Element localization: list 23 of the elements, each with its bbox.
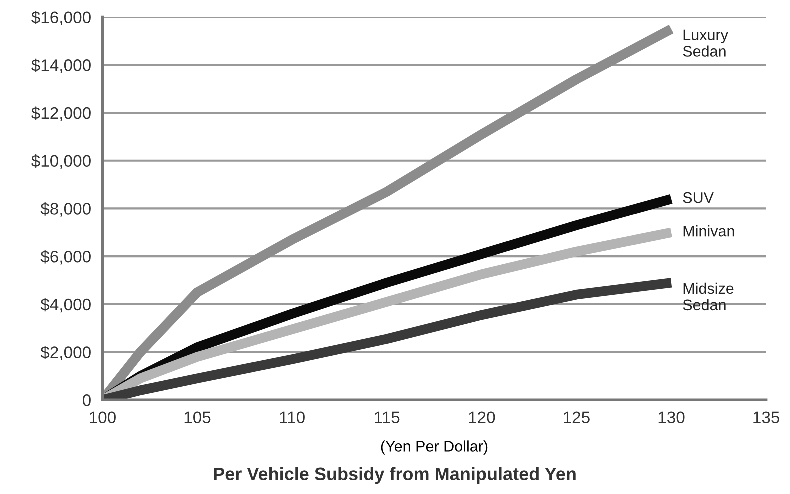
x-tick-label: 105 bbox=[184, 412, 211, 424]
y-tick-label: $8,000 bbox=[40, 202, 91, 217]
y-tick-label: $2,000 bbox=[40, 346, 91, 360]
y-tick-label: $6,000 bbox=[40, 250, 91, 265]
x-tick-label: 110 bbox=[280, 412, 305, 424]
y-tick-label: $10,000 bbox=[32, 154, 91, 170]
series-label: SUV bbox=[683, 192, 714, 204]
series-label: Luxury Sedan bbox=[683, 30, 728, 57]
x-tick-label: 115 bbox=[375, 412, 400, 424]
x-tick-label: 125 bbox=[564, 412, 590, 424]
y-tick-label: $12,000 bbox=[32, 106, 91, 122]
x-tick-label: 100 bbox=[90, 412, 116, 424]
x-tick-label: 130 bbox=[658, 412, 685, 424]
y-tick-label: 0 bbox=[82, 394, 91, 406]
x-tick-label: 135 bbox=[754, 412, 780, 424]
series-label: Midsize Sedan bbox=[683, 282, 734, 311]
x-axis-title: (Yen Per Dollar) bbox=[381, 440, 488, 455]
y-tick-label: $16,000 bbox=[32, 10, 91, 26]
y-tick-label: $4,000 bbox=[40, 298, 91, 313]
text: Per Vehicle Subsidy from Manipulated Yen bbox=[214, 467, 576, 484]
y-tick-label: $14,000 bbox=[32, 58, 91, 74]
x-tick-label: 120 bbox=[469, 412, 496, 424]
series-label: Minivan bbox=[684, 226, 734, 237]
